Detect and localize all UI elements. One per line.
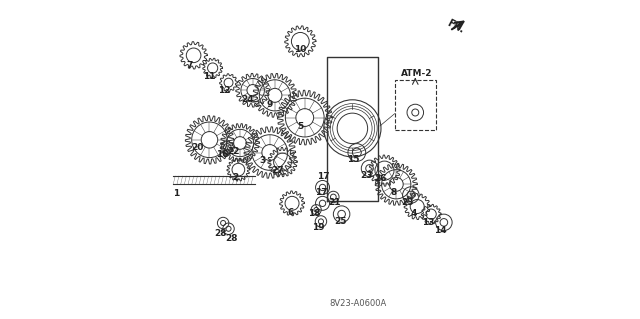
Text: 5: 5 [297,122,303,131]
Text: 10: 10 [294,45,306,54]
Text: 15: 15 [348,155,360,164]
Text: 25: 25 [333,217,346,226]
Text: 4: 4 [411,209,417,218]
Text: 6: 6 [287,208,294,217]
Text: 21: 21 [328,197,341,207]
Text: 7: 7 [186,61,193,70]
Text: 17: 17 [317,172,330,181]
Text: 23: 23 [360,171,372,180]
Text: 28: 28 [225,234,237,243]
Text: 8: 8 [391,188,397,197]
Text: ATM-2: ATM-2 [401,69,432,78]
Text: 22: 22 [227,147,240,156]
Text: 16: 16 [216,150,228,159]
Text: 20: 20 [191,143,204,152]
Text: 1: 1 [173,189,179,198]
Text: 28: 28 [214,229,227,238]
Text: 27: 27 [271,166,284,175]
Text: FR.: FR. [445,18,466,35]
Text: 3: 3 [259,156,266,165]
Text: 12: 12 [218,86,231,95]
Text: 26: 26 [375,174,387,183]
Text: 17: 17 [315,188,327,197]
Text: 8V23-A0600A: 8V23-A0600A [330,299,387,308]
Text: 2: 2 [232,173,238,182]
Text: 11: 11 [203,72,215,81]
FancyBboxPatch shape [396,80,436,130]
Text: 9: 9 [267,100,273,109]
Text: 13: 13 [422,218,434,226]
Text: 19: 19 [312,223,325,232]
Text: 14: 14 [435,226,447,234]
Text: 23: 23 [401,197,413,207]
Text: 24: 24 [241,95,254,104]
Text: 18: 18 [308,209,321,218]
